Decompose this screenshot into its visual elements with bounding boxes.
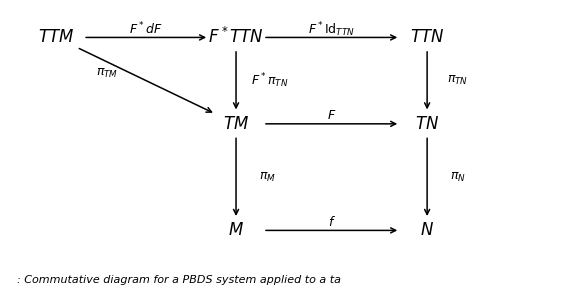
Text: $TN$: $TN$	[415, 115, 439, 133]
Text: $N$: $N$	[420, 221, 434, 239]
Text: $F^*dF$: $F^*dF$	[129, 21, 163, 38]
Text: $F^*TTN$: $F^*TTN$	[208, 27, 264, 48]
Text: $F^*\pi_{TN}$: $F^*\pi_{TN}$	[251, 71, 288, 90]
Text: $TTN$: $TTN$	[410, 29, 445, 46]
Text: $\pi_{TN}$: $\pi_{TN}$	[447, 74, 469, 87]
Text: $F$: $F$	[327, 109, 336, 122]
Text: $TTM$: $TTM$	[38, 29, 74, 46]
Text: $F^*\mathrm{Id}_{TTN}$: $F^*\mathrm{Id}_{TTN}$	[308, 20, 355, 39]
Text: : Commutative diagram for a PBDS system applied to a ta: : Commutative diagram for a PBDS system …	[17, 275, 341, 285]
Text: $\pi_N$: $\pi_N$	[450, 170, 466, 184]
Text: $M$: $M$	[228, 221, 244, 239]
Text: $TM$: $TM$	[223, 115, 249, 133]
Text: $\pi_{TM}$: $\pi_{TM}$	[96, 67, 118, 80]
Text: $f$: $f$	[328, 215, 336, 229]
Text: $\pi_M$: $\pi_M$	[259, 170, 275, 184]
